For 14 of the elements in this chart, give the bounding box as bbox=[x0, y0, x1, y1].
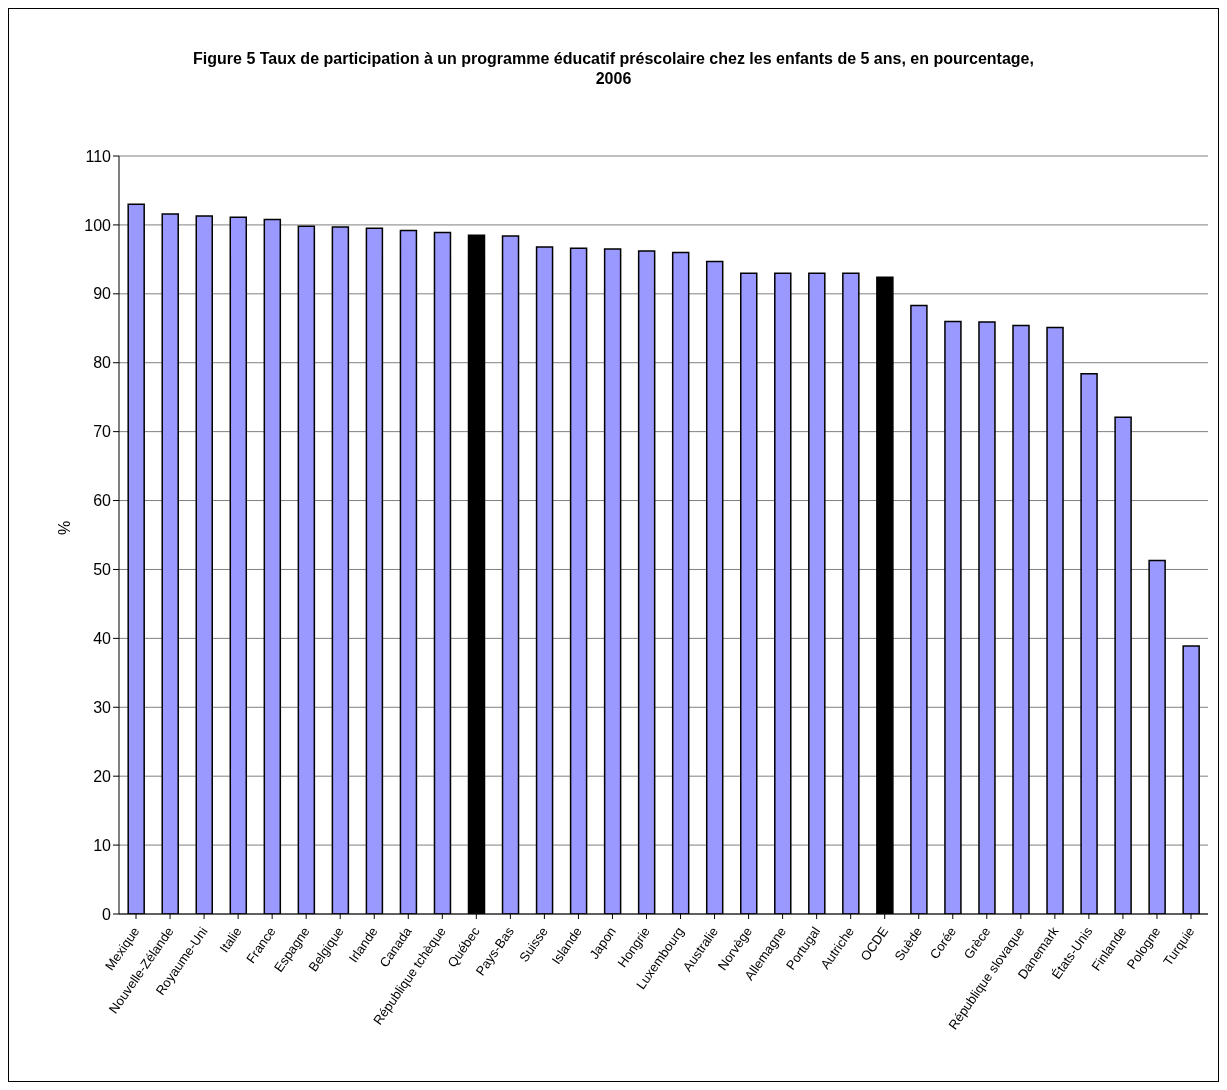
y-tick-label: 70 bbox=[93, 423, 112, 441]
y-tick-label: 100 bbox=[84, 216, 112, 234]
y-tick-label: 30 bbox=[93, 698, 112, 716]
y-tick-label: 0 bbox=[102, 905, 112, 923]
y-axis-title: % bbox=[55, 520, 73, 535]
y-tick-label: 40 bbox=[93, 630, 112, 648]
y-tick-label: 80 bbox=[93, 354, 112, 372]
y-tick-label: 60 bbox=[93, 492, 112, 510]
y-tick-label: 20 bbox=[93, 767, 112, 785]
y-tick-label: 110 bbox=[85, 147, 112, 165]
y-tick-label: 50 bbox=[93, 561, 112, 579]
y-tick-label: 10 bbox=[93, 836, 112, 854]
y-tick-label: 90 bbox=[93, 285, 112, 303]
chart-title: Figure 5 Taux de participation à un programme éducatif préscolaire chez les enfants de 5 ans, en pourcentage, 2006 bbox=[192, 49, 1035, 89]
